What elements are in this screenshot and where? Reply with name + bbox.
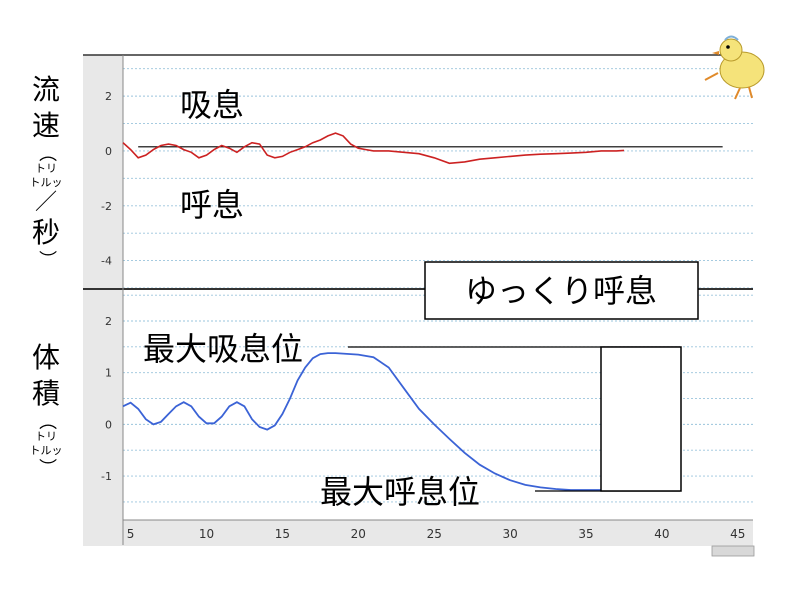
volume-series-line <box>122 352 624 491</box>
flow-ylabel-unit1: トリ <box>35 162 57 175</box>
flow-ytick-label: -2 <box>101 200 112 213</box>
x-axis-band <box>83 520 753 546</box>
flow-ylabel-main2: 秒 <box>31 216 60 249</box>
flow-ylabel: 流速 （ トリ トルッ ／ 秒 ） <box>22 72 70 268</box>
x-tick-label: 15 <box>275 527 290 541</box>
flow-series-line <box>122 132 625 165</box>
flow-tick-labels: 2 0 -2 -4 <box>101 90 112 267</box>
flow-plot-area <box>123 55 753 288</box>
x-tick-label: 5 <box>127 527 135 541</box>
volume-tick-labels: 2 1 0 -1 <box>101 315 112 483</box>
volume-range-box <box>600 346 682 492</box>
left-margin-panel <box>83 55 123 545</box>
flow-grid <box>123 68 753 289</box>
flow-ylabel-close: ） <box>36 250 57 268</box>
volume-ylabel-unit2: トルッ <box>29 444 63 457</box>
volume-ytick-label: 0 <box>105 418 112 431</box>
volume-ylabel-unit1: トリ <box>35 430 57 443</box>
chick-doodle-icon <box>704 35 765 100</box>
flow-ylabel-open: （ <box>36 144 57 162</box>
exhale-label: 呼息 <box>180 186 244 224</box>
flow-ylabel-main1: 流速 <box>31 73 60 142</box>
scrollbar-fragment <box>711 545 755 557</box>
max-exhale-label: 最大呼息位 <box>320 473 480 511</box>
flow-ytick-label: 0 <box>105 145 112 158</box>
flow-ylabel-slash: ／ <box>34 190 57 215</box>
title-label: ゆっくり呼息 <box>465 272 657 310</box>
x-tick-label: 30 <box>502 527 517 541</box>
volume-ylabel-main1: 体積 <box>31 341 60 410</box>
flow-ytick-label: -4 <box>101 255 112 268</box>
flow-ytick-label: 2 <box>105 90 112 103</box>
x-tick-label: 10 <box>199 527 214 541</box>
x-tick-label: 20 <box>351 527 366 541</box>
flow-ylabel-unit2: トルッ <box>29 176 63 189</box>
volume-ylabel-close: ） <box>36 458 57 476</box>
x-tick-label: 40 <box>654 527 669 541</box>
x-tick-labels: 5 10 15 20 25 30 35 40 45 <box>127 527 746 541</box>
x-tick-label: 35 <box>578 527 593 541</box>
volume-ytick-label: 1 <box>105 367 112 380</box>
volume-ytick-label: -1 <box>101 470 112 483</box>
volume-ylabel-open: （ <box>36 412 57 430</box>
inhale-label: 吸息 <box>180 86 244 124</box>
volume-ylabel: 体積 （ トリ トルッ ） <box>22 340 70 476</box>
volume-ytick-label: 2 <box>105 315 112 328</box>
max-inhale-label: 最大吸息位 <box>143 330 303 368</box>
x-tick-label: 25 <box>427 527 442 541</box>
title-box <box>424 261 699 320</box>
x-tick-label: 45 <box>730 527 745 541</box>
